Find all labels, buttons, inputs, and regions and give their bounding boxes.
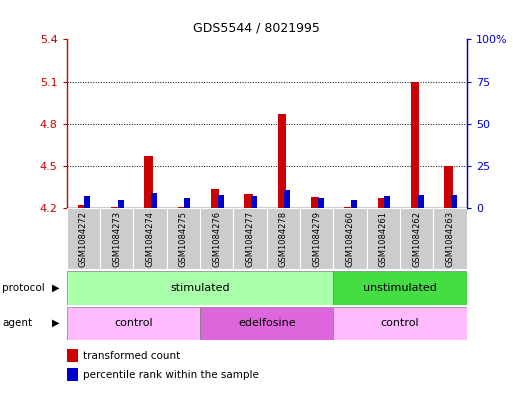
Bar (278, 114, 286, 208)
Bar (318, 198, 324, 208)
Bar (144, 156, 152, 208)
Bar (100, 208, 133, 269)
Text: GSM1084276: GSM1084276 (212, 211, 221, 267)
Bar (351, 200, 357, 208)
Bar (411, 82, 419, 208)
Text: GSM1084260: GSM1084260 (346, 211, 354, 267)
Bar (284, 190, 290, 208)
Bar (300, 208, 333, 269)
Bar (400, 208, 433, 269)
Bar (433, 208, 467, 269)
Bar (418, 195, 424, 208)
Text: unstimulated: unstimulated (363, 283, 437, 293)
Bar (167, 208, 200, 269)
Bar (67, 208, 100, 269)
Text: control: control (114, 318, 153, 328)
Bar (211, 189, 219, 208)
Bar (111, 207, 119, 208)
Bar (267, 208, 300, 269)
Bar (367, 208, 400, 269)
Bar (451, 195, 457, 208)
Text: GSM1084278: GSM1084278 (279, 211, 288, 267)
Text: GSM1084277: GSM1084277 (246, 211, 254, 267)
Text: GSM1084275: GSM1084275 (179, 211, 188, 267)
Bar (117, 200, 124, 208)
Bar (333, 307, 467, 340)
Text: edelfosine: edelfosine (238, 318, 295, 328)
Bar (84, 196, 90, 208)
Text: percentile rank within the sample: percentile rank within the sample (83, 369, 259, 380)
Bar (244, 194, 252, 208)
Bar (333, 271, 467, 305)
Bar (177, 207, 186, 208)
Bar (200, 208, 233, 269)
Bar (200, 307, 333, 340)
Text: GSM1084272: GSM1084272 (79, 211, 88, 267)
Bar (311, 197, 319, 208)
Bar (384, 196, 390, 208)
Bar (133, 208, 167, 269)
Text: stimulated: stimulated (170, 283, 230, 293)
Bar (378, 198, 386, 208)
Bar (344, 207, 352, 208)
Text: GSM1084261: GSM1084261 (379, 211, 388, 267)
Bar (67, 271, 333, 305)
Text: transformed count: transformed count (83, 351, 181, 361)
Bar (151, 193, 157, 208)
Text: GSM1084274: GSM1084274 (146, 211, 154, 267)
Bar (251, 196, 257, 208)
Bar (77, 206, 86, 208)
Text: GDS5544 / 8021995: GDS5544 / 8021995 (193, 21, 320, 34)
Bar (184, 198, 190, 208)
Text: ▶: ▶ (51, 283, 59, 293)
Bar (218, 195, 224, 208)
Bar (333, 208, 367, 269)
Bar (444, 166, 452, 208)
Bar (67, 307, 200, 340)
Text: GSM1084273: GSM1084273 (112, 211, 121, 267)
Text: protocol: protocol (2, 283, 45, 293)
Text: GSM1084263: GSM1084263 (446, 211, 455, 267)
Text: agent: agent (2, 318, 32, 328)
Text: control: control (381, 318, 420, 328)
Bar (233, 208, 267, 269)
Text: GSM1084279: GSM1084279 (312, 211, 321, 267)
Text: ▶: ▶ (51, 318, 59, 328)
Text: GSM1084262: GSM1084262 (412, 211, 421, 267)
